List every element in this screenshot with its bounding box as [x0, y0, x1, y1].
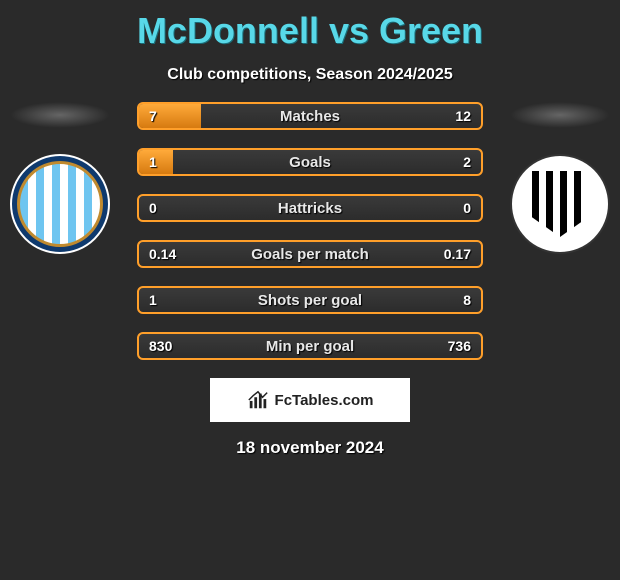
- player-right: [500, 102, 620, 254]
- stats-list: 7Matches121Goals20Hattricks00.14Goals pe…: [137, 102, 483, 360]
- stat-value-right: 736: [448, 338, 471, 354]
- comparison-panel: 7Matches121Goals20Hattricks00.14Goals pe…: [0, 102, 620, 458]
- player-left: [0, 102, 120, 254]
- avatar-shadow: [10, 102, 110, 128]
- stat-value-left: 1: [149, 154, 157, 170]
- subtitle: Club competitions, Season 2024/2025: [0, 66, 620, 84]
- stat-label: Goals: [139, 154, 481, 171]
- stat-row: 0Hattricks0: [137, 194, 483, 222]
- club-badge-left: [10, 154, 110, 254]
- page-title: McDonnell vs Green: [0, 0, 620, 52]
- stat-label: Min per goal: [139, 338, 481, 355]
- watermark-text: FcTables.com: [275, 392, 374, 409]
- stat-value-right: 0: [463, 200, 471, 216]
- stat-value-left: 0.14: [149, 246, 176, 262]
- stat-value-right: 2: [463, 154, 471, 170]
- stat-label: Goals per match: [139, 246, 481, 263]
- stat-value-left: 830: [149, 338, 172, 354]
- chart-icon: [247, 389, 269, 411]
- stat-row: 1Goals2: [137, 148, 483, 176]
- stat-label: Hattricks: [139, 200, 481, 217]
- avatar-shadow: [510, 102, 610, 128]
- stat-value-left: 7: [149, 108, 157, 124]
- stat-value-right: 8: [463, 292, 471, 308]
- stat-value-left: 1: [149, 292, 157, 308]
- stat-label: Shots per goal: [139, 292, 481, 309]
- stat-row: 7Matches12: [137, 102, 483, 130]
- stat-row: 0.14Goals per match0.17: [137, 240, 483, 268]
- stat-row: 830Min per goal736: [137, 332, 483, 360]
- club-badge-right: [510, 154, 610, 254]
- stat-row: 1Shots per goal8: [137, 286, 483, 314]
- watermark: FcTables.com: [210, 378, 410, 422]
- stat-value-right: 12: [455, 108, 471, 124]
- stat-value-right: 0.17: [444, 246, 471, 262]
- stat-value-left: 0: [149, 200, 157, 216]
- date-label: 18 november 2024: [0, 438, 620, 458]
